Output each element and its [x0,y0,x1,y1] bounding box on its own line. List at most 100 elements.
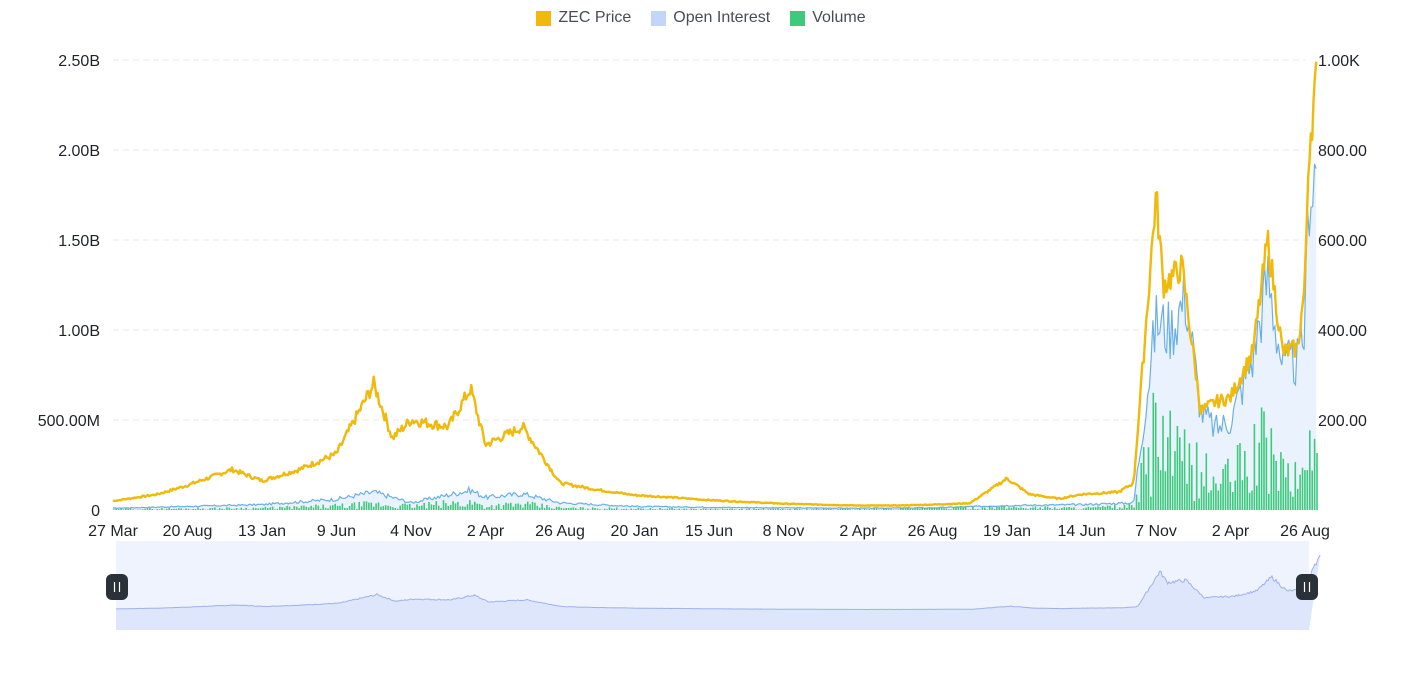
volume-bar [1236,445,1239,510]
volume-bar [1284,477,1287,510]
volume-bar [584,509,587,510]
volume-bar [493,509,495,510]
legend-item-volume[interactable]: Volume [790,7,866,29]
volume-bar [762,508,765,510]
x-tick-label: 26 Aug [1280,523,1330,540]
volume-bar [392,507,394,510]
volume-bar [382,506,385,510]
volume-bar [1056,508,1058,510]
volume-bar [1104,506,1106,510]
volume-bar [890,509,892,510]
volume-bar [1215,483,1217,510]
volume-bar [1034,506,1037,510]
x-tick-label: 27 Mar [88,523,138,540]
volume-bar [192,509,194,510]
volume-bar [659,507,661,510]
volume-bar [418,506,421,510]
volume-bar [158,509,161,510]
volume-bar [519,504,522,510]
volume-bar [1041,509,1044,510]
navigator-left-handle[interactable] [106,574,128,600]
volume-bar [784,509,786,510]
volume-bar [575,508,577,510]
volume-bar [1049,507,1051,510]
volume-bar [423,503,425,510]
x-tick-label: 2 Apr [1212,523,1250,540]
volume-bar [425,508,428,510]
volume-bar [690,508,693,510]
volume-bar [1147,447,1150,510]
volume-bar [967,509,969,510]
volume-bar [291,509,293,510]
volume-bar [435,501,438,510]
volume-bar [563,508,565,510]
volume-bar [1039,507,1041,510]
volume-bar [421,505,423,510]
volume-bar [471,504,474,510]
volume-bar [782,508,784,510]
volume-bar [202,508,204,510]
volume-bar [1186,483,1188,510]
volume-bar [632,509,635,510]
legend-swatch-volume [790,10,806,26]
volume-bar [1121,508,1123,510]
volume-bar [928,507,931,510]
volume-bar [943,508,945,510]
volume-bar [738,509,741,510]
volume-bar [1207,492,1210,510]
volume-bar [926,508,928,510]
volume-bar [199,509,202,510]
volume-bar [774,508,777,510]
volume-bar [1005,508,1008,510]
volume-bar [1241,480,1244,510]
volume-bar [1188,443,1191,510]
volume-bar [587,508,589,510]
volume-bar [1203,486,1205,510]
volume-bar [714,508,717,510]
volume-bar [452,501,454,510]
volume-bar [668,508,671,510]
volume-bar [996,507,998,510]
volume-bar [955,506,957,510]
price-series [112,61,1318,507]
volume-bar [488,507,490,510]
chart-legend: ZEC Price Open Interest Volume [0,7,1402,29]
volume-bar [303,505,305,510]
volume-bar [565,508,567,510]
volume-bar [1227,458,1229,510]
navigator-right-handle[interactable] [1296,574,1318,600]
volume-bar [830,508,832,510]
volume-bar [1029,507,1032,510]
volume-bar [1118,507,1121,510]
volume-bar [529,504,531,510]
volume-bar [295,506,298,510]
volume-bar [815,508,818,510]
volume-bar [724,509,726,510]
legend-item-open-interest[interactable]: Open Interest [651,7,770,29]
volume-bar [283,507,286,510]
volume-bar [733,509,736,510]
volume-bar [1150,496,1152,510]
range-navigator[interactable] [106,541,1321,630]
volume-bar [705,508,707,510]
volume-bar [524,503,527,510]
x-axis-labels: 27 Mar 20 Aug 13 Jan 9 Jun 4 Nov 2 Apr 26 Aug 2… [88,523,1330,540]
volume-bar [170,509,173,510]
volume-bar [767,509,770,510]
grid-lines [113,59,1305,421]
volume-bar [334,503,336,510]
volume-bar [827,508,830,510]
volume-bar [794,508,796,510]
volume-bar [810,509,813,510]
volume-bar [375,503,377,510]
volume-bar [1126,508,1128,510]
x-tick-label: 26 Aug [535,523,585,540]
volume-bar [950,509,952,510]
legend-item-price[interactable]: ZEC Price [536,7,631,29]
volume-bar [1123,504,1126,510]
volume-bar [194,509,197,510]
volume-bar [777,508,779,510]
volume-bar [536,505,539,510]
volume-bar [1080,509,1082,510]
volume-bar [844,508,847,510]
